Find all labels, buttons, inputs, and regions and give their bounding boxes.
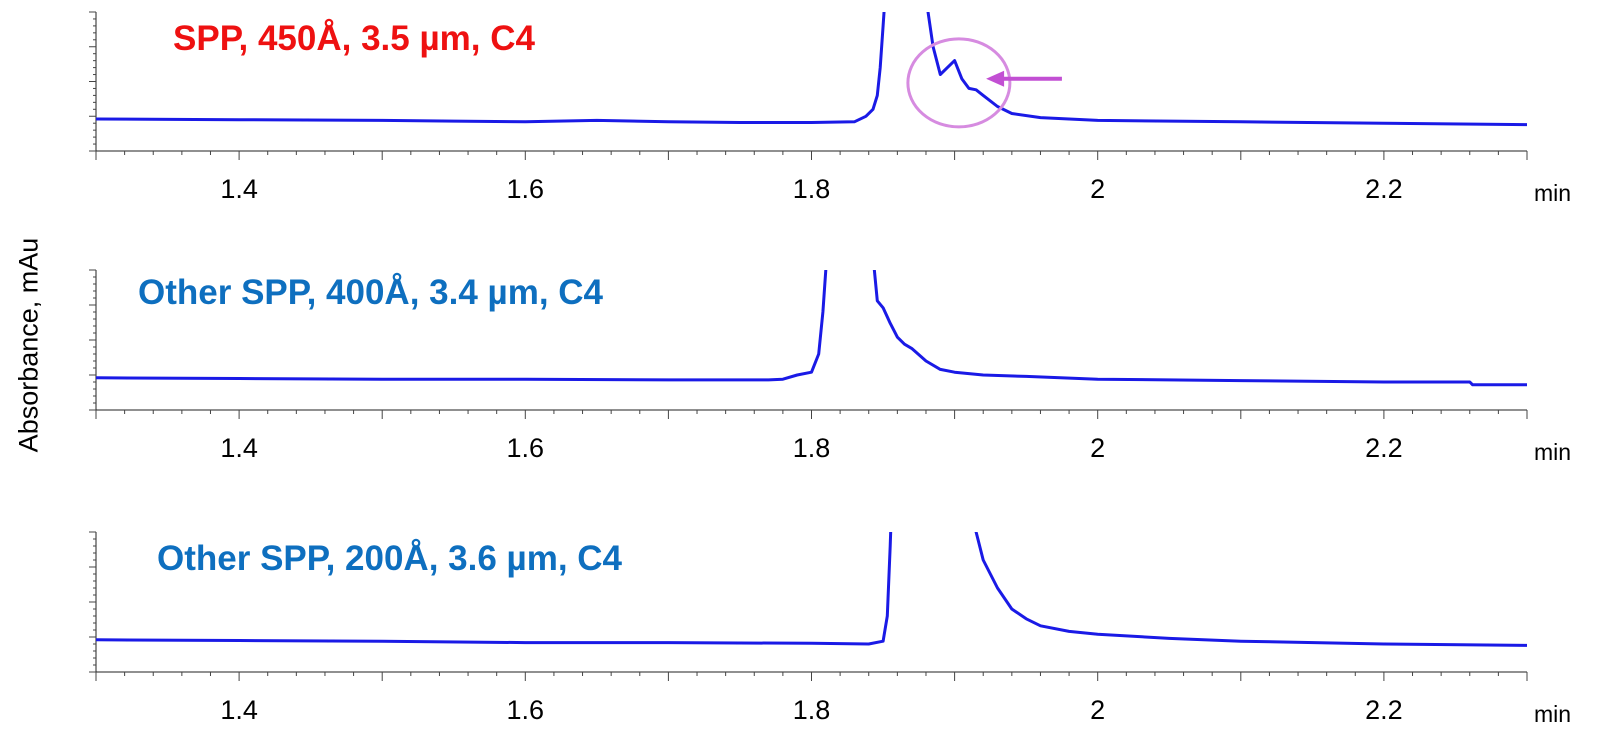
x-unit-label: min bbox=[1534, 701, 1571, 727]
x-tick-label: 1.6 bbox=[507, 433, 545, 463]
x-unit-label: min bbox=[1534, 180, 1571, 206]
x-tick-label: 2.2 bbox=[1365, 174, 1403, 204]
x-unit-label: min bbox=[1534, 439, 1571, 465]
x-tick-label: 1.8 bbox=[793, 695, 831, 725]
highlight-ellipse bbox=[906, 37, 1012, 129]
chart-title: SPP, 450Å, 3.5 µm, C4 bbox=[173, 18, 535, 58]
data-trace bbox=[96, 12, 1527, 127]
x-tick-label: 1.6 bbox=[507, 174, 545, 204]
arrow-head bbox=[986, 70, 1005, 87]
x-tick-label: 1.6 bbox=[507, 695, 545, 725]
x-tick-label: 1.4 bbox=[220, 695, 258, 725]
x-tick-label: 1.4 bbox=[220, 433, 258, 463]
chart-title: Other SPP, 400Å, 3.4 µm, C4 bbox=[138, 272, 604, 312]
x-tick-label: 2.2 bbox=[1365, 433, 1403, 463]
x-tick-label: 1.4 bbox=[220, 174, 258, 204]
x-tick-label: 1.8 bbox=[793, 174, 831, 204]
chart-3: 1.4 1.6 1.8 2 2.2 min Other SPP, 200Å, 3.6 µm,… bbox=[89, 531, 1571, 727]
chart-1: 1.4 1.6 1.8 2 2.2 min SPP, 450Å, 3.5 µm, C4 bbox=[89, 11, 1571, 206]
x-tick-label: 2 bbox=[1090, 174, 1105, 204]
x-tick-label: 1.8 bbox=[793, 433, 831, 463]
chart-2: 1.4 1.6 1.8 2 2.2 min Other SPP, 400Å, 3.4 µm,… bbox=[89, 269, 1571, 465]
x-tick-label: 2 bbox=[1090, 433, 1105, 463]
x-tick-label: 2 bbox=[1090, 695, 1105, 725]
chart-title: Other SPP, 200Å, 3.6 µm, C4 bbox=[157, 538, 623, 578]
x-tick-label: 2.2 bbox=[1365, 695, 1403, 725]
data-trace bbox=[96, 532, 1527, 647]
data-trace bbox=[96, 270, 1527, 387]
